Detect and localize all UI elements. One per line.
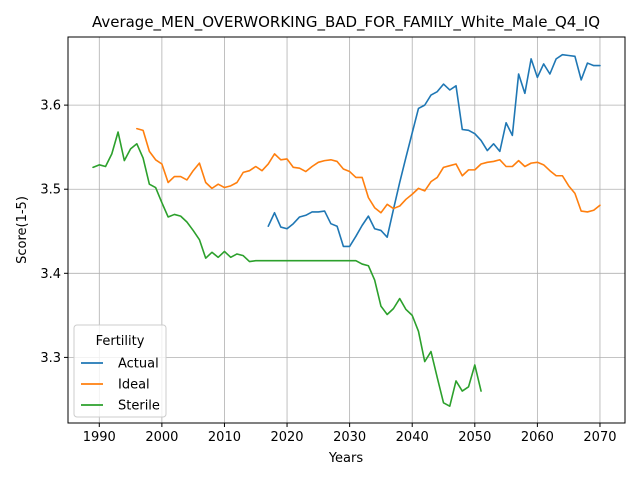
x-tick-label: 2010: [208, 430, 241, 445]
x-tick-label: 2070: [583, 430, 616, 445]
y-tick-label: 3.4: [40, 267, 61, 282]
legend-label-sterile: Sterile: [118, 399, 160, 414]
x-tick-label: 2060: [521, 430, 554, 445]
y-tick-label: 3.5: [40, 183, 61, 198]
x-axis-label: Years: [328, 451, 364, 466]
legend-label-ideal: Ideal: [118, 378, 150, 393]
legend-label-actual: Actual: [118, 357, 159, 372]
x-tick-label: 1990: [83, 430, 116, 445]
y-tick-label: 3.3: [40, 351, 61, 366]
chart-title: Average_MEN_OVERWORKING_BAD_FOR_FAMILY_W…: [92, 13, 600, 32]
x-tick-label: 2030: [333, 430, 366, 445]
y-axis-label: Score(1-5): [15, 196, 30, 264]
legend: Fertility Actual Ideal Sterile: [74, 325, 166, 417]
x-tick-label: 2000: [145, 430, 178, 445]
y-tick-label: 3.6: [40, 99, 61, 114]
x-tick-label: 2020: [270, 430, 303, 445]
x-tick-label: 2050: [458, 430, 491, 445]
x-tick-label: 2040: [396, 430, 429, 445]
legend-title: Fertility: [96, 334, 145, 349]
